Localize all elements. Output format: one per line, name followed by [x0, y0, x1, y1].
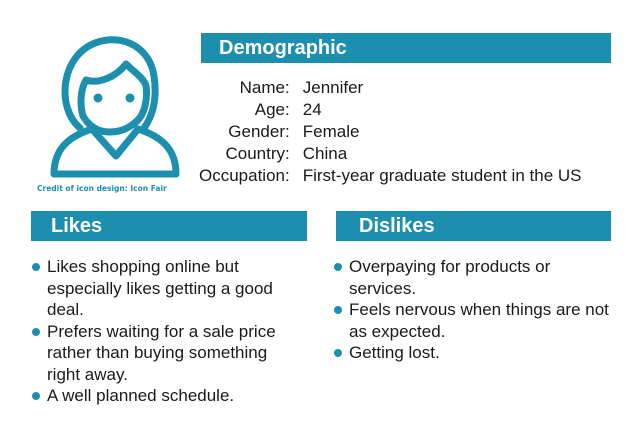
demographic-table: Name: Jennifer Age: 24 Gender: Female Co…: [199, 77, 581, 187]
list-item: Getting lost.: [334, 342, 614, 364]
country-label: Country:: [225, 144, 290, 163]
demographic-row: Name: Jennifer: [199, 77, 581, 99]
name-label: Name:: [239, 78, 290, 97]
likes-header: Likes: [31, 211, 307, 241]
demographic-row: Occupation: First-year graduate student …: [199, 165, 581, 187]
name-value: Jennifer: [302, 78, 364, 97]
person-avatar-icon: [50, 36, 180, 178]
list-item: A well planned schedule.: [32, 385, 300, 407]
gender-value: Female: [302, 122, 360, 141]
demographic-row: Country: China: [199, 143, 581, 165]
icon-credit: Credit of icon design: Icon Fair: [37, 184, 167, 193]
age-value: 24: [302, 100, 322, 119]
demographic-header: Demographic: [201, 33, 611, 63]
list-item: Overpaying for products or services.: [334, 256, 614, 299]
occupation-value: First-year graduate student in the US: [302, 166, 582, 185]
gender-label: Gender:: [228, 122, 290, 141]
demographic-row: Gender: Female: [199, 121, 581, 143]
dislikes-list: Overpaying for products or services. Fee…: [334, 256, 614, 364]
country-value: China: [302, 144, 348, 163]
age-label: Age:: [254, 100, 290, 119]
list-item: Prefers waiting for a sale price rather …: [32, 321, 300, 386]
persona-avatar: [40, 28, 190, 184]
list-item: Feels nervous when things are not as exp…: [334, 299, 614, 342]
demographic-row: Age: 24: [199, 99, 581, 121]
dislikes-header: Dislikes: [336, 211, 611, 241]
likes-list: Likes shopping online but especially lik…: [32, 256, 300, 407]
occupation-label: Occupation:: [199, 166, 290, 185]
list-item: Likes shopping online but especially lik…: [32, 256, 300, 321]
